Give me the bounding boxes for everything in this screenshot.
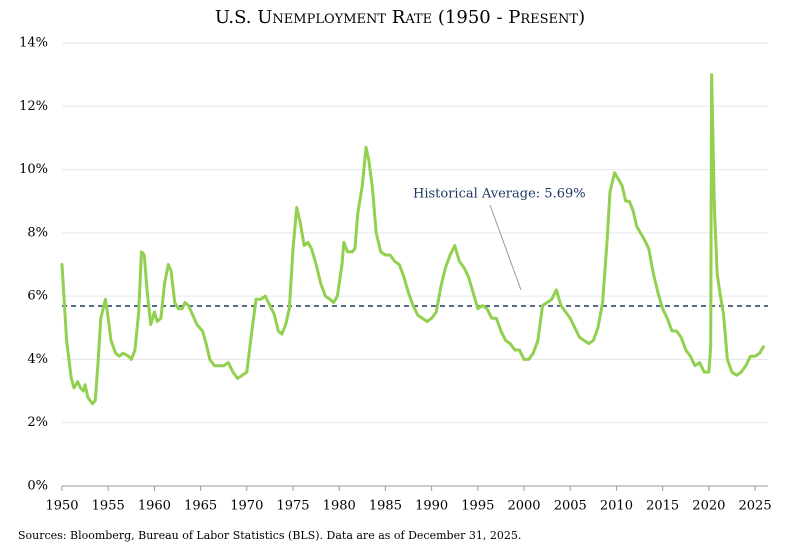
y-tick-label: 14% (19, 36, 48, 51)
y-tick-label: 0% (27, 479, 48, 494)
x-tick-label: 1955 (92, 499, 125, 514)
x-tick-label: 2015 (646, 499, 679, 514)
x-tick-label: 2005 (554, 499, 587, 514)
x-tick-label: 1990 (415, 499, 448, 514)
chart-title: U.S. Unemployment Rate (1950 - Present) (215, 7, 585, 28)
x-tick-label: 1985 (369, 499, 402, 514)
x-tick-label: 1960 (138, 499, 171, 514)
y-tick-label: 6% (27, 289, 48, 304)
unemployment-line (60, 73, 765, 406)
x-tick-label: 2025 (739, 499, 772, 514)
source-note: Sources: Bloomberg, Bureau of Labor Stat… (18, 529, 521, 542)
annotation-pointer (489, 204, 522, 291)
x-tick-label: 1950 (45, 499, 78, 514)
y-tick-label: 10% (19, 162, 48, 177)
x-tick-label: 1975 (276, 499, 309, 514)
average-annotation: Historical Average: 5.69% (413, 187, 586, 202)
x-tick-label: 2010 (600, 499, 633, 514)
y-tick-label: 4% (27, 352, 48, 367)
x-tick-label: 1980 (323, 499, 356, 514)
x-tick-label: 1970 (230, 499, 263, 514)
x-tick-label: 1995 (461, 499, 494, 514)
x-tick-label: 2020 (692, 499, 725, 514)
y-tick-label: 12% (19, 99, 48, 114)
y-tick-label: 8% (27, 225, 48, 240)
x-tick-label: 1965 (184, 499, 217, 514)
y-tick-label: 2% (27, 415, 48, 430)
x-tick-label: 2000 (507, 499, 540, 514)
